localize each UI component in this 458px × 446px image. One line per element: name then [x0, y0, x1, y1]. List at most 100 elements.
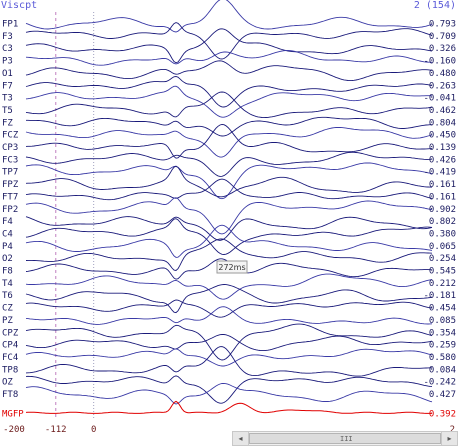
time-tick-label: 2 [450, 425, 455, 435]
channel-value: -0.160 [423, 57, 456, 67]
channel-value: 0.580 [429, 353, 456, 363]
channel-label: OZ [2, 378, 13, 388]
trace-f4 [25, 216, 433, 241]
channel-value: 0.427 [429, 390, 456, 400]
trace-c3 [25, 28, 433, 64]
scroll-thumb[interactable]: III [249, 433, 441, 444]
channel-value: -0.242 [423, 378, 456, 388]
trace-fpz [25, 165, 433, 198]
trace-cz [25, 299, 433, 318]
channel-label: CP3 [2, 143, 18, 153]
channel-label: C3 [2, 44, 13, 54]
channel-value: 0.454 [429, 304, 456, 314]
channel-value: 0.793 [429, 20, 456, 30]
trace-t4 [25, 273, 433, 300]
channel-value: 0.161 [429, 192, 456, 202]
trace-c4 [25, 218, 433, 255]
channel-value: 0.065 [429, 242, 456, 252]
gfp-value: 0.392 [429, 409, 456, 419]
trace-fp2 [25, 197, 433, 235]
channel-label: FZ [2, 118, 13, 128]
trace-f7 [25, 76, 433, 108]
channel-value: 0.426 [429, 155, 456, 165]
channel-label: F8 [2, 267, 13, 277]
channel-value: 0.254 [429, 254, 456, 264]
channel-label: CZ [2, 304, 13, 314]
horizontal-scrollbar[interactable]: ◂ III ▸ [232, 431, 458, 446]
channel-value: 0.380 [429, 229, 456, 239]
channel-label: T5 [2, 106, 13, 116]
channel-label: FT8 [2, 390, 18, 400]
trace-ft7 [25, 178, 433, 201]
channel-value: 0.259 [429, 341, 456, 351]
channel-value: 0.212 [429, 279, 456, 289]
trace-o1 [25, 60, 433, 82]
trace-ft8 [25, 382, 433, 405]
channel-label: O1 [2, 69, 13, 79]
trace-pz [25, 306, 433, 325]
channel-value: 0.545 [429, 267, 456, 277]
time-axis: -200 -112 0 2 [3, 425, 455, 435]
trace-tp7 [25, 162, 433, 200]
channel-value: 0.462 [429, 106, 456, 116]
channel-label: O2 [2, 254, 13, 264]
channel-value: -0.181 [423, 291, 456, 301]
scroll-grip-icon: III [340, 435, 353, 443]
channel-label: FP2 [2, 205, 18, 215]
time-markers [55, 12, 95, 420]
trace-fc4 [25, 348, 433, 367]
channel-label: F4 [2, 217, 13, 227]
trace-t6 [25, 284, 433, 314]
scroll-left-arrow-icon[interactable]: ◂ [233, 432, 249, 445]
channel-label: F3 [2, 32, 13, 42]
window-title: Viscpt [1, 0, 38, 11]
channel-value: 0.139 [429, 143, 456, 153]
channel-label: FC3 [2, 155, 18, 165]
trace-cp4 [25, 334, 433, 352]
channel-label: P3 [2, 57, 13, 67]
channel-value: 0.902 [429, 205, 456, 215]
trace-fz [26, 116, 432, 137]
trace-cpz [25, 323, 433, 361]
trace-fc3 [25, 151, 433, 177]
trace-cp3 [25, 124, 433, 159]
scroll-right-arrow-icon[interactable]: ▸ [441, 432, 457, 445]
channel-label: FCZ [2, 131, 19, 141]
channel-label: T3 [2, 94, 13, 104]
channel-value: 0.480 [429, 69, 456, 79]
channel-label: FC4 [2, 353, 18, 363]
time-tick-label: -112 [45, 425, 67, 435]
channel-label: FT7 [2, 192, 18, 202]
trace-oz [25, 375, 433, 404]
trace-o2 [25, 238, 433, 271]
gfp-trace [25, 400, 432, 414]
channel-value: 0.326 [429, 44, 456, 54]
trace-p4 [25, 224, 433, 258]
channel-value: 0.161 [429, 180, 456, 190]
channel-value: 0.802 [429, 217, 456, 227]
channel-label: P4 [2, 242, 13, 252]
channel-label: FPZ [2, 180, 19, 190]
channel-value: 0.085 [429, 316, 456, 326]
channel-label: TP8 [2, 365, 18, 375]
cursor-tooltip: 272ms [216, 260, 248, 274]
epoch-counter: 2 (154) [413, 0, 456, 11]
gfp-trace-group [25, 400, 432, 414]
channel-value: 0.263 [429, 81, 456, 91]
trace-p3 [25, 50, 432, 66]
channel-value: 0.354 [429, 328, 456, 338]
channel-value: 0.450 [429, 131, 456, 141]
channel-label: PZ [2, 316, 13, 326]
channel-labels: FP1 F3 C3 P3 O1 F7 T3 T5 FZ FCZ CP3 FC3 TP7 FPZ FT7 FP2… [2, 20, 24, 420]
channel-value: 0.804 [429, 118, 456, 128]
channel-value: 0.084 [429, 365, 456, 375]
trace-f3 [25, 22, 433, 60]
gfp-label: MGFP [2, 409, 24, 419]
trace-fp1 [25, 0, 433, 33]
trace-t3 [25, 85, 433, 118]
channel-label: CPZ [2, 328, 19, 338]
channel-label: T4 [2, 279, 13, 289]
trace-fcz [25, 127, 433, 158]
channel-label: CP4 [2, 341, 18, 351]
